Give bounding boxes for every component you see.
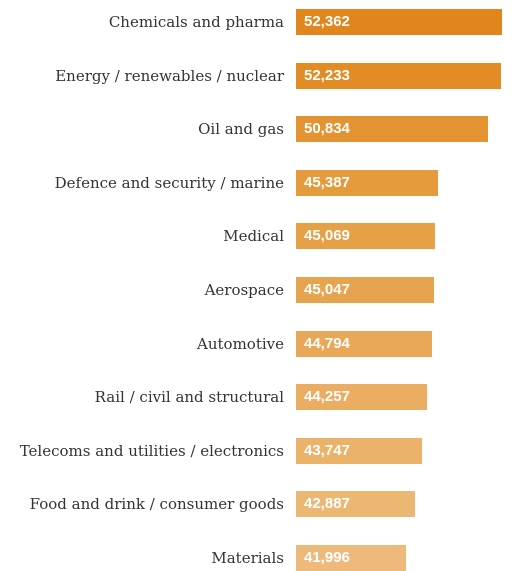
category-label: Oil and gas [198, 120, 284, 139]
category-label: Aerospace [204, 281, 284, 299]
bar: 45,069 [296, 223, 435, 250]
value-label: 45,047 [304, 281, 350, 298]
bar: 52,362 [296, 9, 502, 35]
category-label: Rail / civil and structural [94, 388, 284, 407]
category-label: Medical [223, 227, 284, 246]
bar: 43,747 [296, 437, 423, 464]
value-label: 50,834 [304, 120, 350, 138]
value-label: 42,887 [304, 495, 350, 513]
bar: 45,047 [296, 277, 435, 303]
category-label: Chemicals and pharma [108, 13, 284, 31]
bar: 45,387 [296, 169, 438, 196]
bar: 50,834 [296, 116, 488, 143]
category-label: Telecoms and utilities / electronics [19, 441, 284, 460]
value-label: 45,387 [304, 173, 350, 191]
value-label: 44,794 [304, 334, 350, 352]
value-label: 52,362 [304, 13, 350, 30]
value-label: 52,233 [304, 66, 350, 84]
bar: 41,996 [296, 545, 407, 571]
category-label: Materials [211, 549, 284, 567]
value-label: 41,996 [304, 549, 350, 566]
bar: 42,887 [296, 491, 415, 518]
category-label: Automotive [197, 334, 284, 353]
category-label: Food and drink / consumer goods [29, 495, 284, 514]
category-label: Defence and security / marine [54, 173, 284, 192]
category-label: Energy / renewables / nuclear [55, 66, 284, 85]
bar: 44,257 [296, 384, 428, 411]
bar: 52,233 [296, 62, 501, 89]
value-label: 43,747 [304, 441, 350, 459]
value-label: 44,257 [304, 388, 350, 406]
value-label: 45,069 [304, 227, 350, 245]
bar: 44,794 [296, 330, 433, 357]
